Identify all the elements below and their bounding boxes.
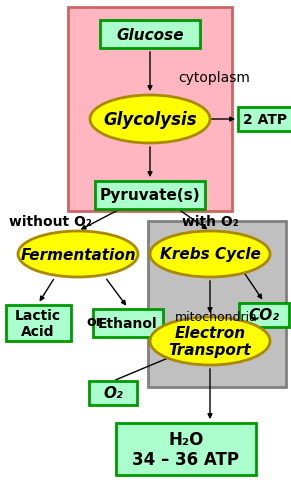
FancyBboxPatch shape	[93, 309, 163, 337]
Text: or: or	[87, 314, 103, 328]
FancyBboxPatch shape	[239, 303, 289, 327]
Text: cytoplasm: cytoplasm	[178, 71, 250, 85]
Ellipse shape	[18, 231, 138, 277]
Text: 2 ATP: 2 ATP	[243, 113, 287, 127]
Text: Ethanol: Ethanol	[98, 316, 158, 330]
Text: mitochondria: mitochondria	[175, 311, 258, 324]
Text: Fermentation: Fermentation	[20, 247, 136, 262]
Text: Lactic
Acid: Lactic Acid	[15, 308, 61, 338]
Ellipse shape	[150, 231, 270, 277]
Text: Glycolysis: Glycolysis	[103, 111, 197, 129]
Ellipse shape	[150, 317, 270, 365]
Text: with O₂: with O₂	[182, 215, 238, 228]
FancyBboxPatch shape	[116, 423, 256, 475]
FancyBboxPatch shape	[68, 8, 232, 212]
Ellipse shape	[90, 96, 210, 144]
Text: Pyruvate(s): Pyruvate(s)	[100, 188, 200, 203]
Text: Glucose: Glucose	[116, 27, 184, 42]
Text: Krebs Cycle: Krebs Cycle	[159, 247, 260, 262]
FancyBboxPatch shape	[95, 181, 205, 210]
Text: Electron
Transport: Electron Transport	[169, 325, 251, 358]
FancyBboxPatch shape	[6, 305, 70, 341]
Text: H₂O
34 – 36 ATP: H₂O 34 – 36 ATP	[132, 430, 239, 468]
FancyBboxPatch shape	[89, 381, 137, 405]
Text: without O₂: without O₂	[8, 215, 91, 228]
FancyBboxPatch shape	[238, 108, 291, 132]
FancyBboxPatch shape	[148, 222, 286, 387]
Text: CO₂: CO₂	[249, 308, 279, 323]
FancyBboxPatch shape	[100, 21, 200, 49]
Text: O₂: O₂	[103, 386, 123, 401]
